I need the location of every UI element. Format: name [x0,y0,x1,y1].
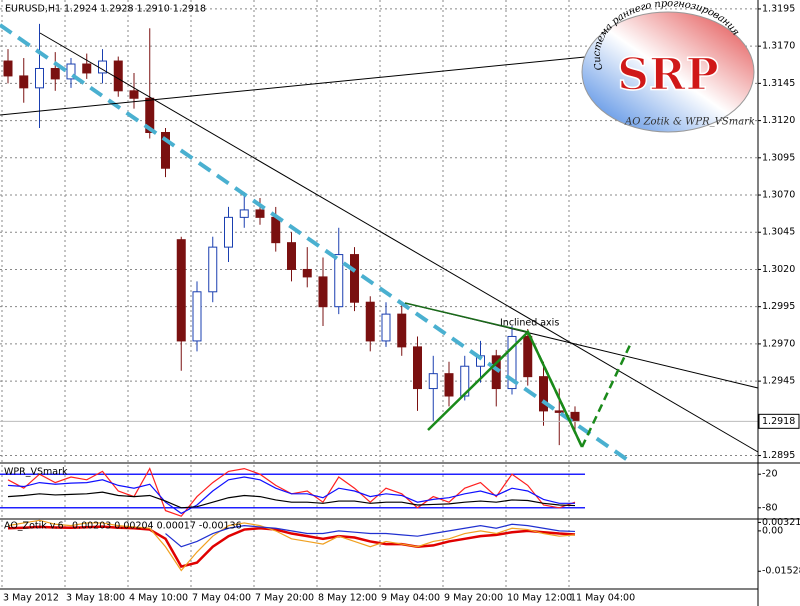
y-tick-label: 1.3095 [762,152,795,163]
logo-credit: AO Zotik & WPR_VSmark [624,117,755,128]
header-values: 1.2924 1.2928 1.2910 1.2918 [64,4,206,15]
y-tick-label: 1.2970 [762,338,795,349]
candle-body [192,291,202,342]
series-line [7,525,576,568]
series-line [165,523,576,548]
y-tick-label: 1.2945 [762,376,795,387]
candle-body [287,242,296,270]
x-tick-label: 3 May 2012 [3,593,59,604]
candle-body [161,131,170,169]
y-tick-label: 1.3170 [762,41,795,52]
current-price-box [758,413,800,429]
candle-body [239,209,249,218]
series-line [7,476,575,515]
forecast-line [580,344,632,448]
series-line [7,519,576,572]
x-tick-label: 9 May 20:00 [444,593,503,604]
y-tick-label: 1.3070 [762,190,795,201]
logo [581,11,755,133]
candle-body [82,63,92,74]
indicator-title: WPR_VSmark [4,467,68,478]
trend-line [0,23,634,465]
y-tick-label: 1.2895 [762,450,795,461]
y-tick-label: 0.00321 [762,517,800,528]
trend-line [39,32,759,453]
candle-body [397,313,407,348]
candle-body [3,60,13,77]
y-tick-label: 1.3120 [762,115,795,126]
candle-body [428,373,438,390]
candle-body [413,346,422,390]
candle-body [350,254,359,303]
pattern-line [526,331,584,448]
logo-title: SRP [617,50,718,101]
candle-body [523,335,533,378]
y-tick-label: 1.3045 [762,227,795,238]
chart-title: EURUSD,H1 [5,4,61,15]
candle-body [176,239,186,342]
x-tick-label: 3 May 18:00 [66,593,125,604]
series-line [7,491,576,509]
candle-body [302,268,312,278]
x-tick-label: 9 May 04:00 [381,593,440,604]
candle-body [19,75,29,89]
y-tick-label: -0.01528 [762,566,800,577]
candle-body [208,246,218,293]
y-tick-label: 1.2995 [762,301,795,312]
candle-body [334,254,344,308]
x-tick-label: 8 May 12:00 [318,593,377,604]
current-price-label: 1.2918 [762,416,795,427]
candle-body [66,63,76,80]
candle-body [318,276,328,308]
candle-body [554,410,564,413]
y-tick-label: -20 [762,469,778,480]
candle-body [35,67,44,89]
candle-body [271,216,281,244]
candle-body [113,60,123,92]
candle-body [50,67,60,80]
candle-body [224,216,233,248]
y-tick-label: 1.3195 [762,3,795,14]
x-tick-label: 4 May 10:00 [129,593,188,604]
y-tick-label: 1.3020 [762,264,795,275]
candle-body [444,373,454,397]
candle-body [145,97,155,133]
x-tick-label: 11 May 04:00 [570,593,635,604]
candle-body [507,335,517,390]
inclined-axis [404,302,529,333]
trend-line [0,56,586,116]
y-tick-label: 1.3145 [762,78,795,89]
x-tick-label: 10 May 12:00 [507,593,572,604]
header-values: 0.00203 0.00204 0.00017 -0.00136 [72,521,242,532]
candle-body [129,90,139,99]
y-tick-label: -80 [762,502,778,513]
marks [0,0,758,589]
candle-body [381,313,391,342]
candle-body [539,376,548,412]
candle-body [365,301,375,342]
candle-body [255,209,265,218]
candle-body [460,365,470,397]
candle-body [491,355,501,390]
y-tick-label: 0.00 [762,525,783,536]
annotation: Inclined axis [500,318,559,329]
x-tick-label: 7 May 04:00 [192,593,251,604]
x-tick-label: 7 May 20:00 [255,593,314,604]
indicator-title: AO_Zotik v.6 [4,521,64,532]
